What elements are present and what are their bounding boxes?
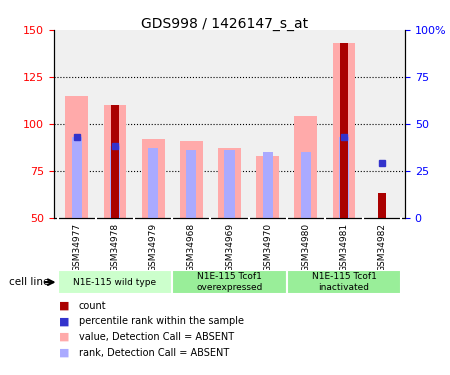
Text: N1E-115 wild type: N1E-115 wild type xyxy=(73,278,157,286)
Bar xyxy=(256,156,279,218)
Bar xyxy=(142,139,165,218)
Bar xyxy=(65,96,88,218)
Text: GSM34970: GSM34970 xyxy=(263,223,272,272)
Text: ■: ■ xyxy=(58,301,69,310)
Text: GSM34969: GSM34969 xyxy=(225,223,234,272)
Text: percentile rank within the sample: percentile rank within the sample xyxy=(79,316,244,326)
Bar xyxy=(378,193,386,217)
FancyBboxPatch shape xyxy=(287,270,401,294)
Text: rank, Detection Call = ABSENT: rank, Detection Call = ABSENT xyxy=(79,348,229,358)
Bar xyxy=(148,148,158,217)
Text: GSM34980: GSM34980 xyxy=(302,223,310,272)
Text: GSM34977: GSM34977 xyxy=(72,223,81,272)
Bar xyxy=(72,137,82,218)
Bar xyxy=(262,152,273,217)
Text: count: count xyxy=(79,301,106,310)
Text: cell line: cell line xyxy=(9,277,50,287)
Text: ■: ■ xyxy=(58,348,69,358)
FancyBboxPatch shape xyxy=(172,270,287,294)
Text: GSM34979: GSM34979 xyxy=(148,223,157,272)
Bar xyxy=(301,152,311,217)
Bar xyxy=(180,141,203,218)
Text: N1E-115 Tcof1
inactivated: N1E-115 Tcof1 inactivated xyxy=(311,273,376,292)
Text: value, Detection Call = ABSENT: value, Detection Call = ABSENT xyxy=(79,332,234,342)
Text: N1E-115 Tcof1
overexpressed: N1E-115 Tcof1 overexpressed xyxy=(196,273,263,292)
Text: GSM34981: GSM34981 xyxy=(339,223,348,272)
Bar xyxy=(111,105,119,218)
Text: ■: ■ xyxy=(58,332,69,342)
Bar xyxy=(225,150,234,217)
Text: GSM34978: GSM34978 xyxy=(111,223,120,272)
FancyBboxPatch shape xyxy=(58,270,172,294)
Bar xyxy=(339,137,349,218)
Bar xyxy=(294,116,317,218)
Bar xyxy=(218,148,241,217)
Bar xyxy=(333,43,356,218)
Text: ■: ■ xyxy=(58,316,69,326)
Text: GSM34968: GSM34968 xyxy=(187,223,196,272)
Text: GDS998 / 1426147_s_at: GDS998 / 1426147_s_at xyxy=(141,17,309,31)
Text: GSM34982: GSM34982 xyxy=(378,223,387,272)
Bar xyxy=(110,146,120,218)
Bar xyxy=(186,150,197,217)
Bar xyxy=(104,105,126,218)
Bar xyxy=(340,43,348,218)
